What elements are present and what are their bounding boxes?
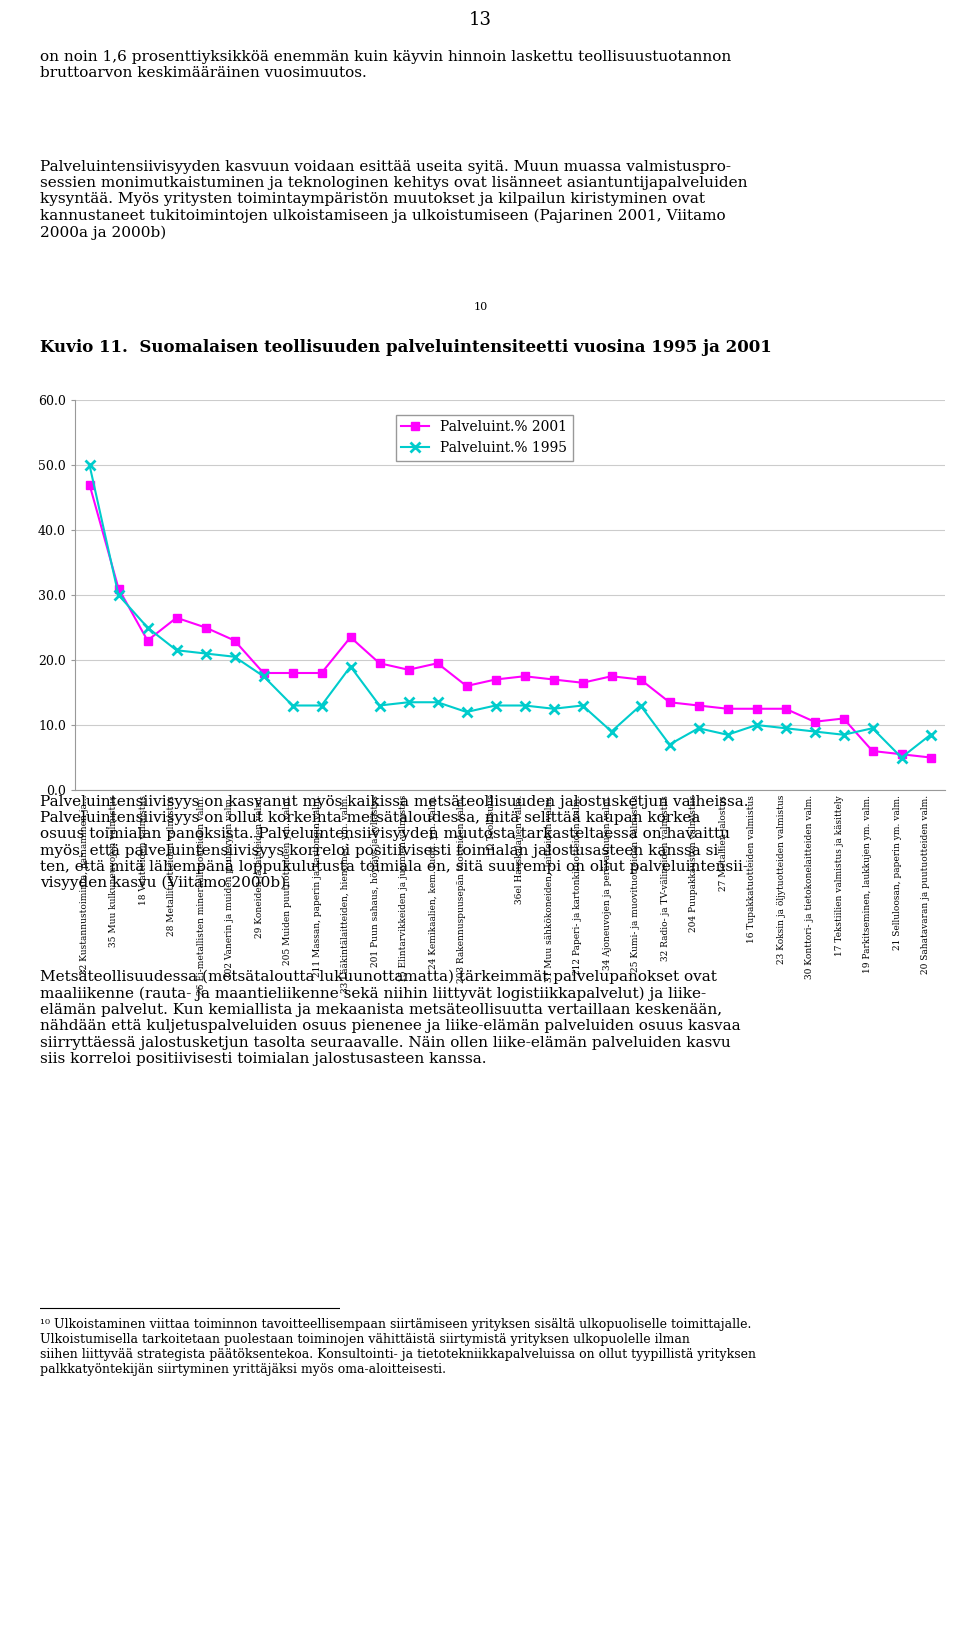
Text: Kuvio 11.  Suomalaisen teollisuuden palveluintensiteetti vuosina 1995 ja 2001: Kuvio 11. Suomalaisen teollisuuden palve… <box>40 340 772 357</box>
Text: 13: 13 <box>468 11 492 29</box>
Text: 10: 10 <box>474 303 488 313</box>
Text: on noin 1,6 prosenttiyksikköä enemmän kuin käyvin hinnoin laskettu teollisuustuo: on noin 1,6 prosenttiyksikköä enemmän ku… <box>40 50 732 80</box>
Text: Palveluintensiivisyys on kasvanut myös kaikissa metsäteollisuuden jalostusketjun: Palveluintensiivisyys on kasvanut myös k… <box>40 794 749 891</box>
Text: Palveluintensiivisyyden kasvuun voidaan esittää useita syitä. Muun muassa valmis: Palveluintensiivisyyden kasvuun voidaan … <box>40 160 748 239</box>
Legend: Palveluint.% 2001, Palveluint.% 1995: Palveluint.% 2001, Palveluint.% 1995 <box>396 415 573 461</box>
Text: Metsäteollisuudessa (metsätaloutta lukuunottamatta) tärkeimmät palvelupanokset o: Metsäteollisuudessa (metsätaloutta lukuu… <box>40 970 740 1066</box>
Text: ¹⁰ Ulkoistaminen viittaa toiminnon tavoitteellisempaan siirtämiseen yrityksen si: ¹⁰ Ulkoistaminen viittaa toiminnon tavoi… <box>40 1319 756 1376</box>
